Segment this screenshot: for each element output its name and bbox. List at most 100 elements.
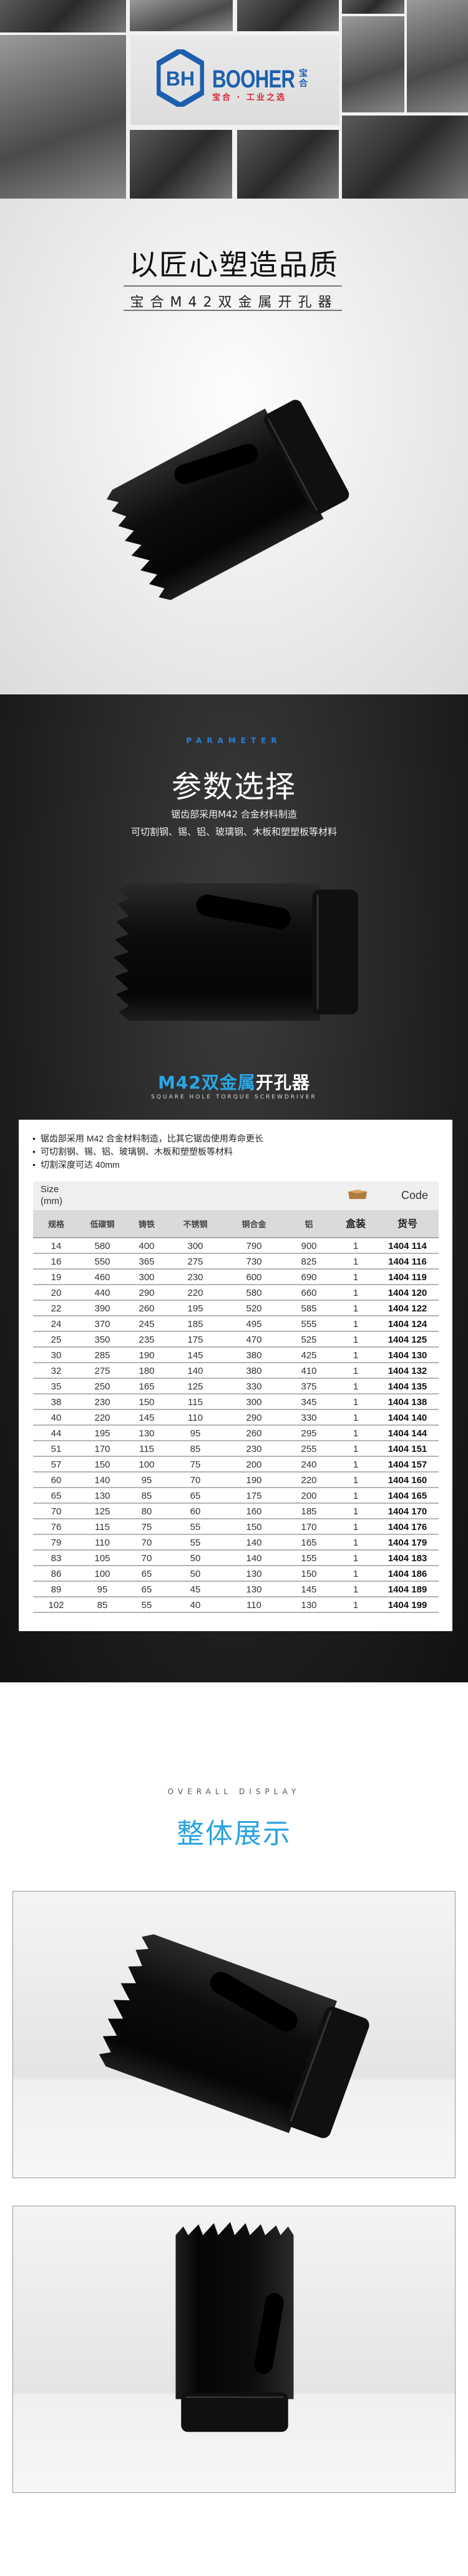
hole-saw-product-image: [106, 392, 349, 607]
table-cell: 1404 138: [388, 1397, 427, 1408]
table-row: 83 105 70 50 140 155 1 1404 183: [33, 1551, 439, 1566]
table-cell: 1404 124: [388, 1319, 427, 1330]
table-cell: 1404 135: [388, 1381, 427, 1392]
table-cell: 50: [190, 1569, 201, 1579]
table-cell: 55: [141, 1600, 152, 1611]
product-name-en: SQUARE HOLE TORQUE SCREWDRIVER: [151, 1094, 317, 1100]
table-cell: 16: [51, 1256, 62, 1267]
table-cell: 140: [187, 1366, 203, 1376]
feature-bullet: 可切割钢、锡、铝、玻璃钢、木板和塑塑板等材料: [32, 1145, 263, 1158]
bh-logo-icon: BH: [157, 49, 204, 107]
table-cell: 57: [51, 1459, 62, 1470]
section-subtitle: 宝合M42双金属开孔器: [130, 295, 338, 310]
table-cell: 1404 120: [388, 1288, 427, 1298]
table-cell: 1: [353, 1288, 359, 1298]
table-cell: 1: [353, 1397, 359, 1408]
section-title: 参数选择: [171, 769, 296, 804]
table-cell: 380: [246, 1366, 262, 1376]
table-cell: 400: [139, 1241, 155, 1251]
table-cell: 825: [301, 1256, 317, 1267]
table-cell: 1404 132: [388, 1366, 427, 1376]
table-row: 35 250 165 125 330 375 1 1404 135: [33, 1379, 439, 1394]
table-cell: 1: [353, 1413, 359, 1423]
photo-tile: [237, 130, 339, 199]
cardboard-box-icon: [348, 1190, 367, 1199]
spec-table: Size (mm) Code 规格 低碳钢 铸铁 不锈钢 铜合金铝盒装 货号 14 580 4…: [33, 1182, 439, 1613]
table-cell: 30: [51, 1350, 62, 1361]
table-top-header: Size (mm) Code: [33, 1182, 439, 1210]
table-row: 102 85 55 40 110 130 1 1404 199: [33, 1597, 439, 1613]
table-cell: 350: [94, 1335, 110, 1345]
table-cell: 220: [301, 1475, 317, 1486]
table-cell: 1404 116: [388, 1256, 427, 1267]
table-cell: 285: [94, 1350, 110, 1361]
table-cell: 115: [95, 1522, 110, 1532]
table-cell: 150: [246, 1522, 262, 1532]
table-cell: 95: [190, 1428, 201, 1439]
table-cell: 550: [94, 1256, 110, 1267]
column-header: 低碳钢: [90, 1220, 115, 1229]
table-cell: 580: [94, 1241, 110, 1251]
photo-tile: [237, 0, 339, 31]
table-cell: 85: [190, 1444, 201, 1454]
table-cell: 300: [187, 1241, 203, 1251]
table-row: 79 110 70 55 140 165 1 1404 179: [33, 1535, 439, 1551]
table-cell: 555: [301, 1319, 317, 1330]
table-cell: 79: [51, 1537, 62, 1548]
table-cell: 102: [48, 1600, 64, 1611]
table-cell: 380: [246, 1350, 262, 1361]
table-cell: 375: [301, 1381, 317, 1392]
table-cell: 330: [246, 1381, 262, 1392]
parameter-section: PARAMETER 参数选择 锯齿部采用M42 合金材料制造 可切割钢、锡、铝、…: [0, 694, 468, 1682]
table-cell: 44: [51, 1428, 62, 1439]
table-cell: 65: [190, 1491, 201, 1501]
table-cell: 1404 160: [388, 1475, 427, 1486]
table-cell: 1: [353, 1381, 359, 1392]
table-cell: 145: [301, 1584, 317, 1595]
table-cell: 440: [94, 1288, 110, 1298]
table-cell: 165: [139, 1381, 155, 1392]
table-cell: 220: [187, 1288, 203, 1298]
table-cell: 70: [141, 1553, 152, 1564]
table-cell: 1404 119: [388, 1272, 427, 1283]
table-cell: 230: [246, 1444, 262, 1454]
table-cell: 130: [246, 1584, 262, 1595]
table-cell: 1: [353, 1506, 359, 1517]
section-label-en: OVERALL DISPLAY: [167, 1787, 301, 1796]
brand-name-cn: 宝合: [299, 69, 308, 89]
product-display-image: [12, 2206, 456, 2493]
table-cell: 295: [301, 1428, 317, 1439]
table-cell: 145: [139, 1413, 155, 1423]
table-row: 65 130 85 65 175 200 1 1404 165: [33, 1488, 439, 1504]
table-cell: 345: [301, 1397, 317, 1408]
feature-bullet: 锯齿部采用 M42 合金材料制造，比其它锯齿使用寿命更长: [32, 1132, 263, 1145]
table-cell: 175: [246, 1491, 262, 1501]
table-cell: 130: [94, 1491, 110, 1501]
table-row: 40 220 145 110 290 330 1 1404 140: [33, 1410, 439, 1426]
table-cell: 140: [246, 1537, 262, 1548]
table-cell: 390: [94, 1303, 110, 1314]
table-cell: 260: [246, 1428, 262, 1439]
photo-tile: [342, 16, 404, 112]
section-label-en: PARAMETER: [186, 736, 282, 745]
table-cell: 1: [353, 1553, 359, 1564]
table-row: 44 195 130 95 260 295 1 1404 144: [33, 1426, 439, 1441]
table-cell: 85: [141, 1491, 152, 1501]
table-cell: 200: [301, 1491, 317, 1501]
table-row: 24 370 245 185 495 555 1 1404 124: [33, 1316, 439, 1332]
table-cell: 1404 125: [388, 1335, 427, 1345]
table-cell: 180: [139, 1366, 155, 1376]
column-header: 规格: [47, 1220, 64, 1229]
size-label: Size (mm): [41, 1184, 62, 1207]
table-cell: 40: [190, 1600, 201, 1611]
table-cell: 660: [301, 1288, 317, 1298]
table-cell: 1404 165: [388, 1491, 427, 1501]
table-cell: 65: [51, 1491, 62, 1501]
product-display-image: [12, 1891, 456, 2178]
svg-text:BH: BH: [166, 67, 195, 90]
table-cell: 1: [353, 1366, 359, 1376]
table-cell: 70: [190, 1475, 201, 1486]
table-cell: 1: [353, 1350, 359, 1361]
table-cell: 50: [190, 1553, 201, 1564]
table-cell: 250: [94, 1381, 110, 1392]
